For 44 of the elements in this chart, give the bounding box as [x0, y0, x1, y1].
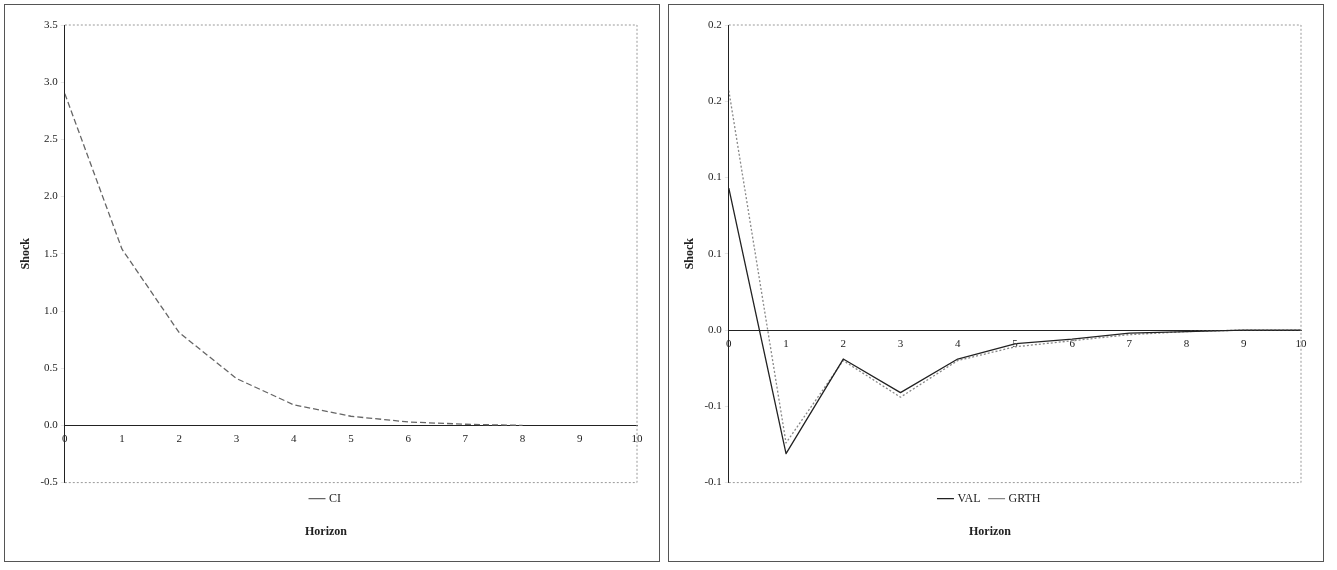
x-axis-title: Horizon — [969, 523, 1012, 538]
x-tick-label: 2 — [840, 336, 846, 349]
y-tick-label: 0.1 — [708, 170, 722, 183]
x-tick-label: 9 — [1241, 336, 1248, 349]
y-tick-label: 3.0 — [44, 75, 59, 88]
x-tick-label: 6 — [1069, 336, 1076, 349]
y-tick-label: 1.5 — [44, 246, 59, 259]
y-axis-title: Shock — [682, 237, 697, 270]
x-tick-label: 8 — [1183, 336, 1190, 349]
y-tick-label: 0.0 — [708, 322, 723, 335]
x-tick-label: 5 — [1012, 336, 1019, 349]
x-tick-label: 2 — [176, 431, 182, 444]
y-tick-label: 2.5 — [44, 132, 59, 145]
x-tick-label: 6 — [405, 431, 412, 444]
y-tick-label: 3.5 — [44, 17, 59, 30]
x-tick-label: 3 — [897, 336, 904, 349]
x-tick-label: 9 — [577, 431, 584, 444]
y-tick-label: -0.1 — [704, 475, 722, 488]
y-tick-label: 2.0 — [44, 189, 59, 202]
x-tick-label: 4 — [290, 431, 297, 444]
x-tick-label: 10 — [1295, 336, 1307, 349]
x-tick-label: 8 — [519, 431, 526, 444]
y-tick-label: 1.0 — [44, 303, 59, 316]
y-tick-label: -0.1 — [704, 399, 722, 412]
x-tick-label: 7 — [462, 431, 469, 444]
y-tick-label: 0.2 — [708, 94, 722, 107]
x-tick-label: 5 — [348, 431, 355, 444]
y-tick-label: -0.5 — [40, 475, 59, 488]
y-tick-label: 0.1 — [708, 246, 722, 259]
x-tick-label: 10 — [631, 431, 643, 444]
x-tick-label: 4 — [954, 336, 961, 349]
x-axis-title: Horizon — [305, 523, 348, 538]
y-tick-label: 0.2 — [708, 17, 722, 30]
y-tick-label: 0.5 — [44, 361, 59, 374]
y-tick-label: 0.0 — [44, 418, 59, 431]
x-tick-label: 7 — [1126, 336, 1133, 349]
legend-label: GRTH — [1008, 490, 1041, 505]
line-series — [64, 92, 524, 427]
x-tick-label: 1 — [119, 431, 125, 444]
x-tick-label: 3 — [233, 431, 240, 444]
x-tick-label: 1 — [783, 336, 789, 349]
y-axis-title: Shock — [18, 237, 33, 270]
legend-label: CI — [329, 490, 341, 505]
legend-label: VAL — [957, 490, 981, 505]
